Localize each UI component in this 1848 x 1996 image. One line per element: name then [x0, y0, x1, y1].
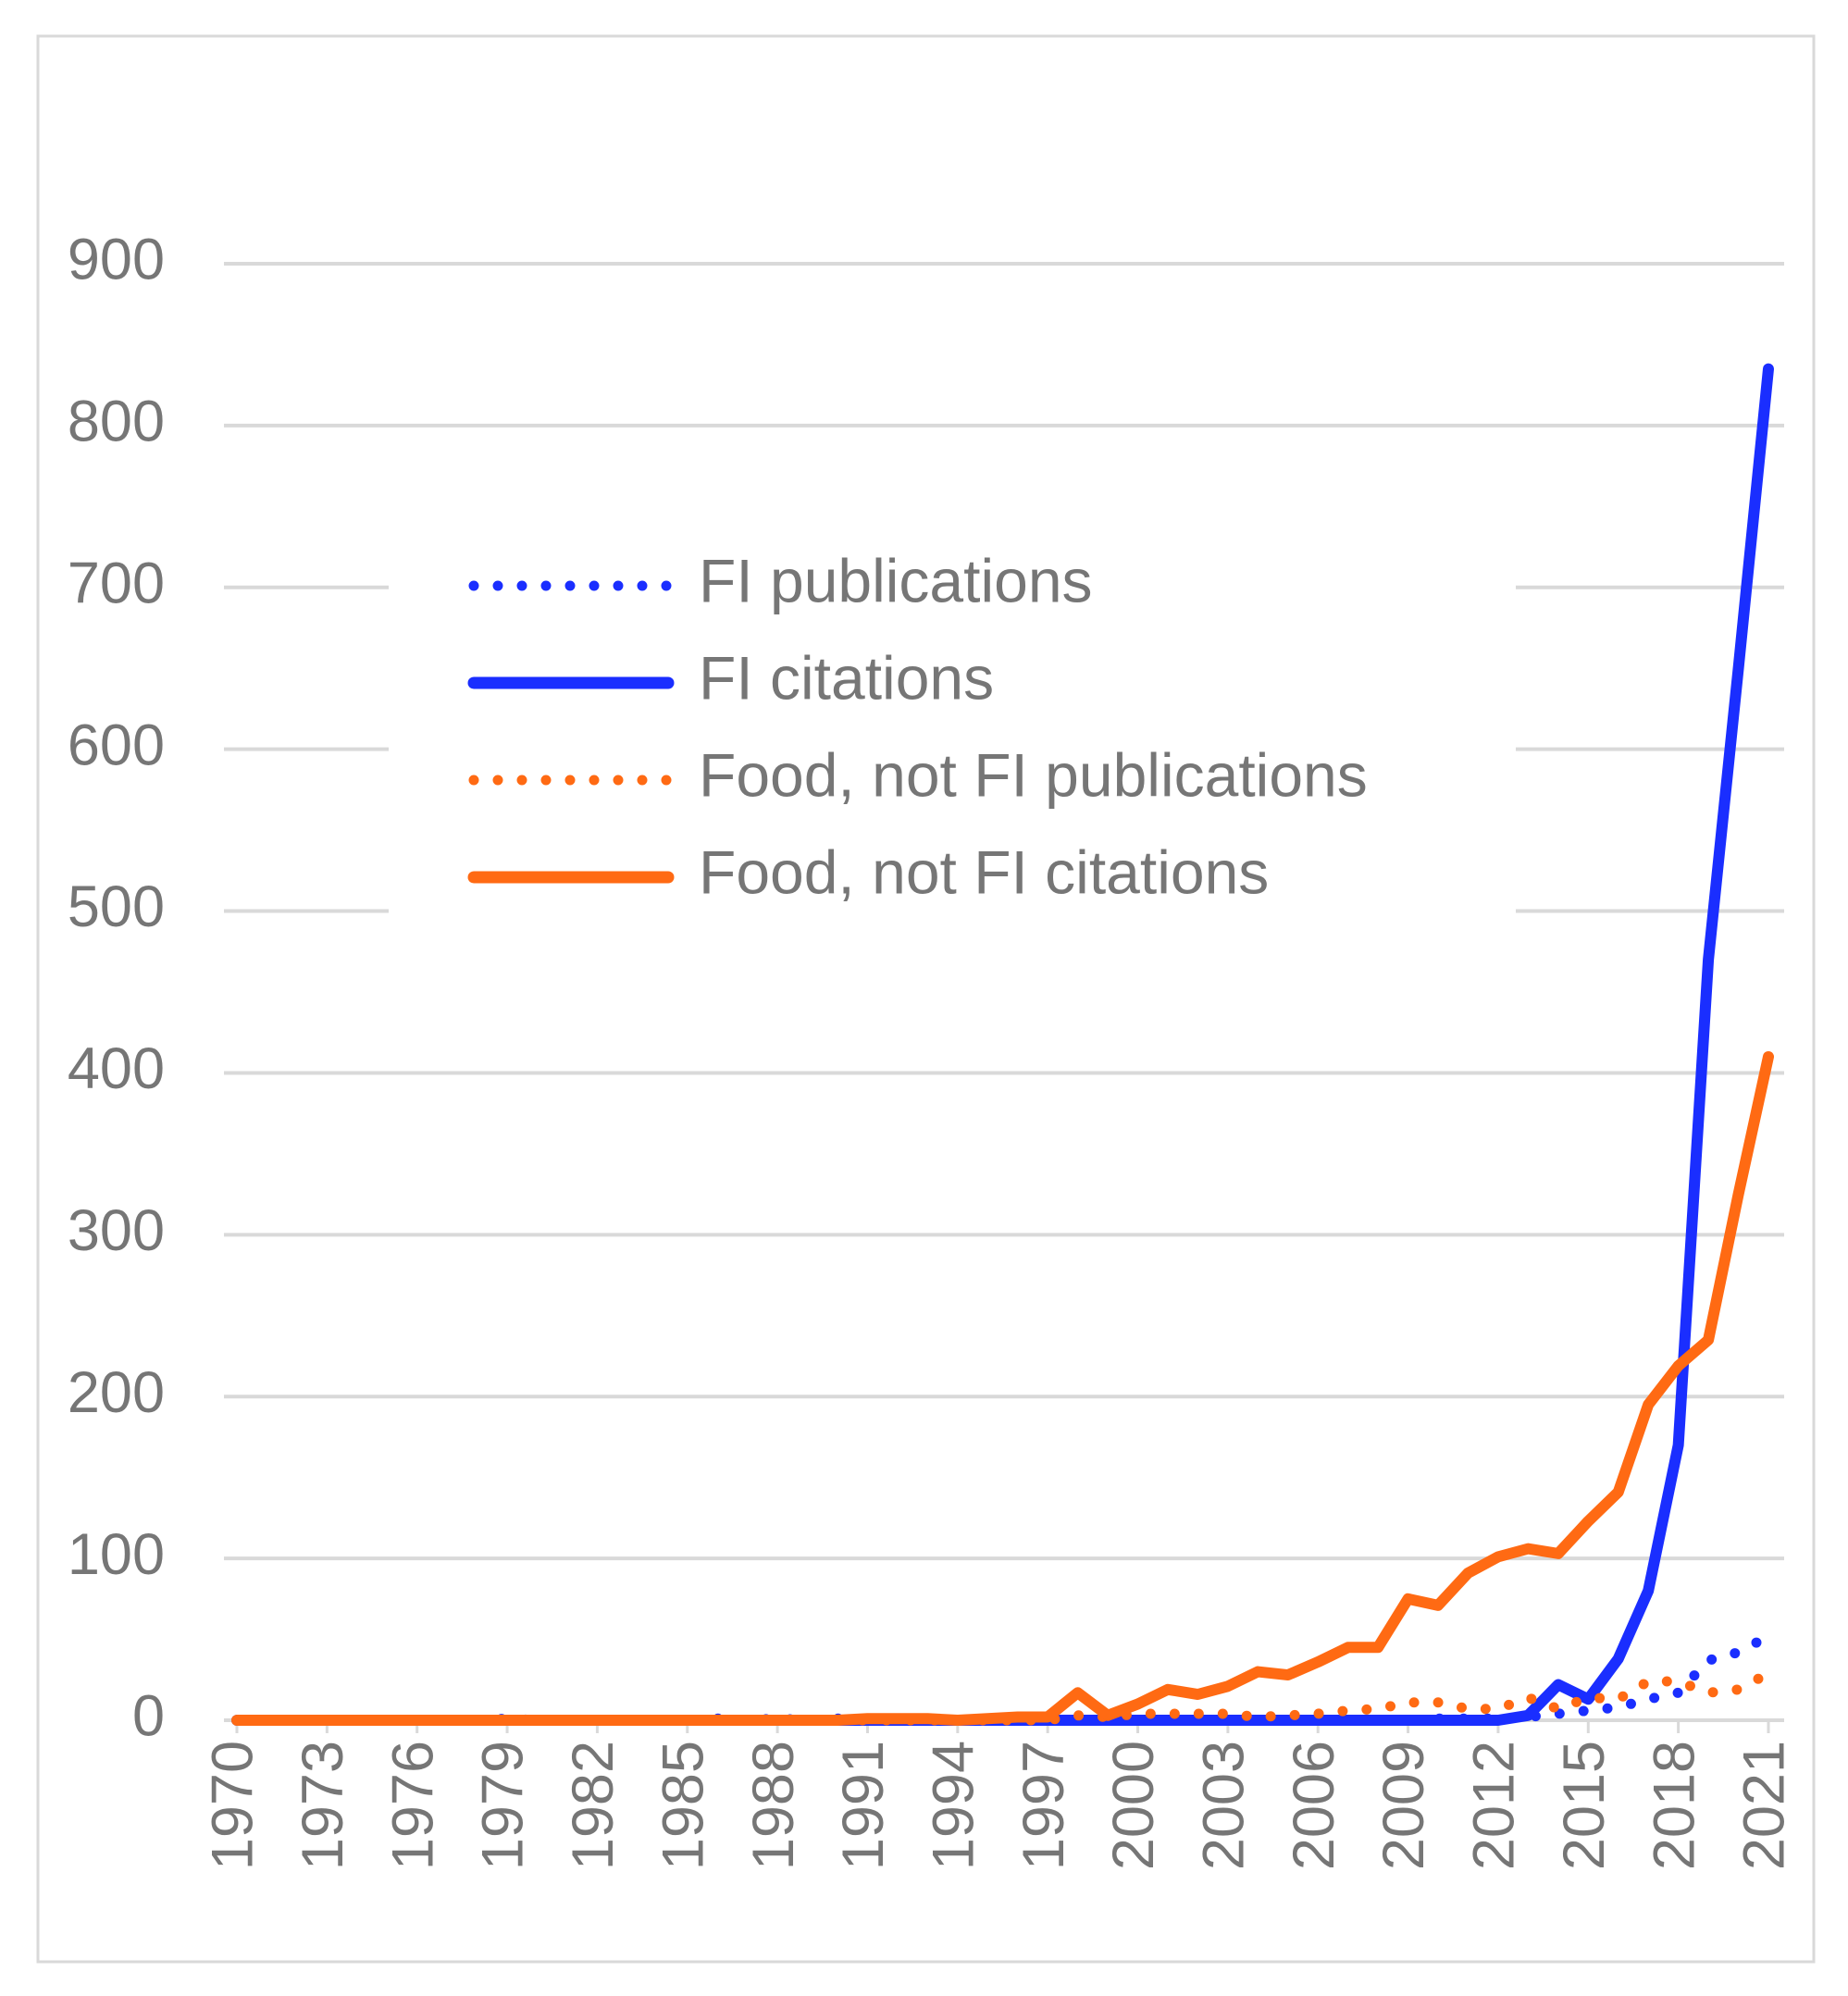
x-tick-label: 1994	[921, 1741, 986, 1870]
y-tick-label: 0	[132, 1684, 165, 1749]
legend-label: Food, not FI publications	[699, 740, 1368, 809]
y-tick-label: 500	[68, 874, 165, 939]
x-tick-label: 1976	[380, 1741, 445, 1870]
x-tick-label: 1991	[831, 1741, 896, 1870]
x-tick-label: 1982	[561, 1741, 626, 1870]
x-tick-label: 1997	[1011, 1741, 1076, 1870]
y-tick-label: 300	[68, 1198, 165, 1263]
y-tick-label: 900	[68, 228, 165, 292]
legend-background	[389, 529, 1516, 927]
y-tick-label: 100	[68, 1522, 165, 1587]
x-tick-label: 2018	[1642, 1741, 1706, 1870]
x-tick-label: 1979	[471, 1741, 536, 1870]
y-tick-label: 200	[68, 1360, 165, 1425]
x-tick-label: 2015	[1552, 1741, 1617, 1870]
y-tick-label: 800	[68, 390, 165, 454]
series-line	[231, 1050, 1774, 1726]
y-tick-label: 600	[68, 713, 165, 777]
chart-border	[36, 34, 1816, 1964]
x-tick-label: 2012	[1462, 1741, 1527, 1870]
legend-label: FI citations	[699, 643, 994, 712]
x-tick-label: 2003	[1192, 1741, 1257, 1870]
x-tick-label: 2000	[1101, 1741, 1166, 1870]
x-tick-label: 2006	[1282, 1741, 1346, 1870]
x-tick-label: 2021	[1732, 1741, 1797, 1870]
legend: FI publications FI citations Food, not FI …	[389, 529, 1516, 927]
legend-label: FI publications	[699, 546, 1093, 614]
x-tick-label: 1970	[201, 1741, 266, 1870]
x-tick-label: 1988	[741, 1741, 806, 1870]
x-tick-label: 1985	[651, 1741, 715, 1870]
x-tick-label: 1973	[291, 1741, 355, 1870]
x-tick-label: 2009	[1371, 1741, 1436, 1870]
legend-label: Food, not FI citations	[699, 837, 1269, 906]
y-tick-label: 400	[68, 1036, 165, 1101]
y-tick-label: 700	[68, 551, 165, 615]
